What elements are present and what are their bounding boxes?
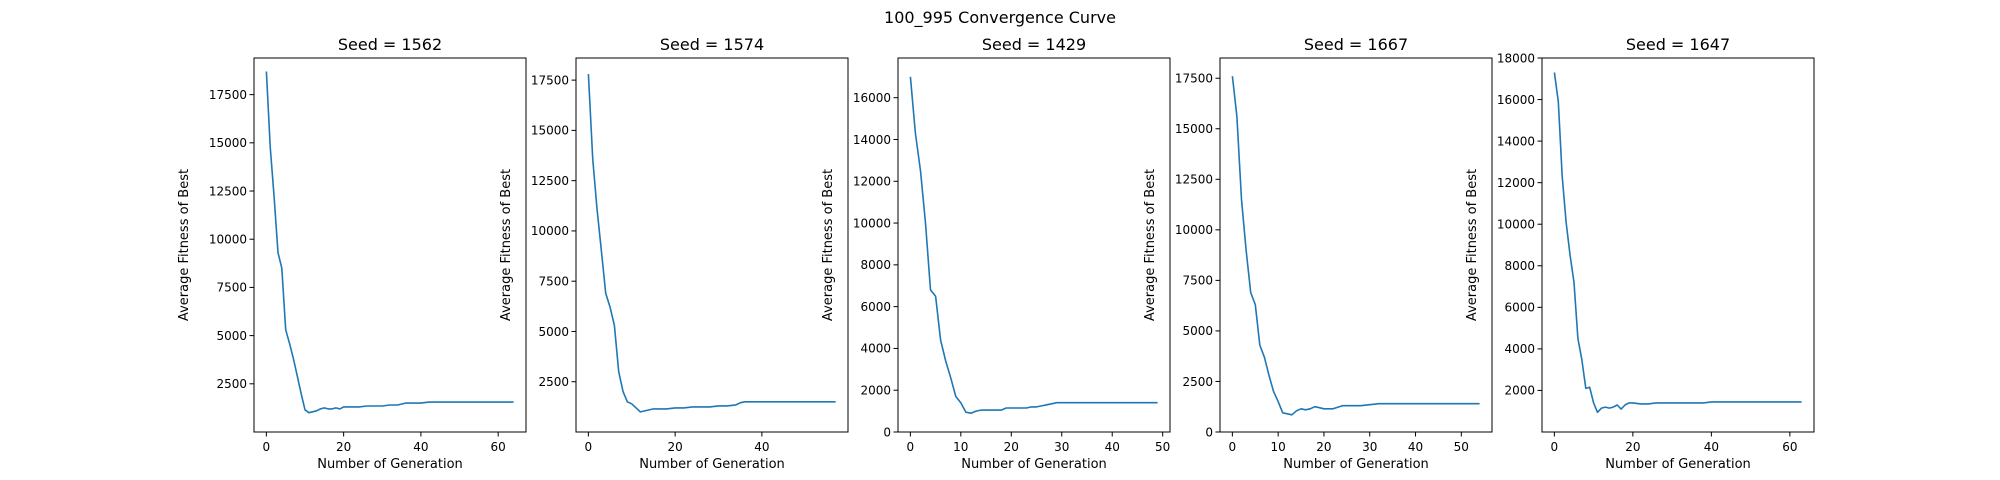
y-tick-label: 6000 [860,300,891,314]
y-tick-label: 2500 [216,377,247,391]
y-tick-label: 2000 [860,384,891,398]
x-tick-label: 20 [667,440,682,454]
y-tick-label: 8000 [1504,259,1535,273]
y-tick-label: 5000 [1182,324,1213,338]
y-tick-label: 17500 [1175,72,1213,86]
y-tick-label: 12500 [209,184,247,198]
y-axis-label: Average Fitness of Best [821,169,836,321]
x-tick-label: 20 [1316,440,1331,454]
x-tick-label: 0 [585,440,593,454]
x-axis-label: Number of Generation [1283,457,1429,472]
x-tick-label: 0 [1229,440,1237,454]
x-tick-label: 60 [491,440,506,454]
convergence-line [1231,76,1480,416]
y-tick-label: 2500 [1182,375,1213,389]
y-tick-label: 12500 [1175,173,1213,187]
y-tick-label: 5000 [216,329,247,343]
x-tick-label: 20 [1004,440,1019,454]
axes-frame [897,57,1171,433]
y-tick-label: 2000 [1504,384,1535,398]
subplot-1: 0 20 40 60 2500 5000 7500 10000 12500 15000 17500 S… [177,35,527,472]
subplot-title: Seed = 1562 [338,35,442,54]
x-axis-label: Number of Generation [961,457,1107,472]
y-axis-label: Average Fitness of Best [499,169,514,321]
convergence-line [909,76,1158,415]
convergence-line [1553,72,1802,414]
x-tick-label: 20 [1625,440,1640,454]
y-tick-label: 12000 [853,175,891,189]
y-axis-label: Average Fitness of Best [177,169,192,321]
x-tick-label: 40 [413,440,428,454]
y-tick-label: 17500 [209,88,247,102]
y-tick-label: 7500 [538,274,569,288]
y-tick-label: 14000 [1497,134,1535,148]
x-tick-label: 10 [953,440,968,454]
figure-suptitle: 100_995 Convergence Curve [884,8,1116,28]
x-tick-label: 50 [1454,440,1469,454]
x-tick-label: 0 [263,440,271,454]
subplot-title: Seed = 1429 [982,35,1086,54]
subplot-title: Seed = 1574 [660,35,764,54]
y-tick-label: 8000 [860,258,891,272]
y-tick-label: 12000 [1497,176,1535,190]
y-tick-label: 17500 [531,73,569,87]
x-tick-label: 30 [1054,440,1069,454]
convergence-line [265,71,514,414]
x-tick-label: 40 [1105,440,1120,454]
axes-frame [253,57,527,433]
y-tick-label: 16000 [1497,93,1535,107]
y-tick-label: 14000 [853,133,891,147]
x-tick-label: 10 [1271,440,1286,454]
y-tick-label: 15000 [1175,122,1213,136]
y-tick-label: 16000 [853,91,891,105]
y-tick-label: 10000 [853,216,891,230]
y-tick-label: 10000 [1497,218,1535,232]
y-tick-label: 2500 [538,375,569,389]
y-tick-label: 10000 [209,233,247,247]
y-tick-label: 0 [1205,425,1213,439]
subplot-4: 0 10 20 30 40 50 0 2500 5000 7500 10000 12500 15000 1… [1143,35,1493,472]
axes-frame [1541,57,1815,433]
x-tick-label: 0 [1551,440,1559,454]
convergence-line [587,74,836,413]
subplot-3: 0 10 20 30 40 50 0 2000 4000 6000 8000 10000 12000 14… [821,35,1171,472]
y-tick-label: 7500 [1182,274,1213,288]
x-tick-label: 40 [754,440,769,454]
x-tick-label: 40 [1704,440,1719,454]
x-tick-label: 40 [1408,440,1423,454]
x-tick-label: 60 [1782,440,1797,454]
y-tick-label: 4000 [1504,342,1535,356]
subplot-title: Seed = 1647 [1626,35,1730,54]
y-tick-label: 4000 [860,342,891,356]
x-tick-label: 20 [336,440,351,454]
y-tick-label: 6000 [1504,301,1535,315]
subplot-5: 0 20 40 60 2000 4000 6000 8000 10000 12000 14000 16… [1465,35,1815,472]
y-tick-label: 15000 [209,136,247,150]
x-axis-label: Number of Generation [639,457,785,472]
y-tick-label: 0 [883,425,891,439]
y-tick-label: 5000 [538,325,569,339]
y-axis-label: Average Fitness of Best [1465,169,1480,321]
axes-frame [1219,57,1493,433]
y-tick-label: 18000 [1497,51,1535,65]
y-tick-label: 10000 [531,224,569,238]
subplot-grid: 0 20 40 6025005000750010000125001500017500S… [177,35,1815,472]
y-axis-label: Average Fitness of Best [1143,169,1158,321]
subplot-2: 0 20 40 2500 5000 7500 10000 12500 15000 17500 See… [499,35,849,472]
y-tick-label: 10000 [1175,223,1213,237]
axes-frame [575,57,849,433]
subplot-title: Seed = 1667 [1304,35,1408,54]
x-tick-label: 30 [1362,440,1377,454]
y-tick-label: 7500 [216,281,247,295]
x-tick-label: 0 [907,440,915,454]
x-axis-label: Number of Generation [1605,457,1751,472]
y-tick-label: 12500 [531,174,569,188]
x-tick-label: 50 [1155,440,1170,454]
y-tick-label: 15000 [531,124,569,138]
x-axis-label: Number of Generation [317,457,463,472]
